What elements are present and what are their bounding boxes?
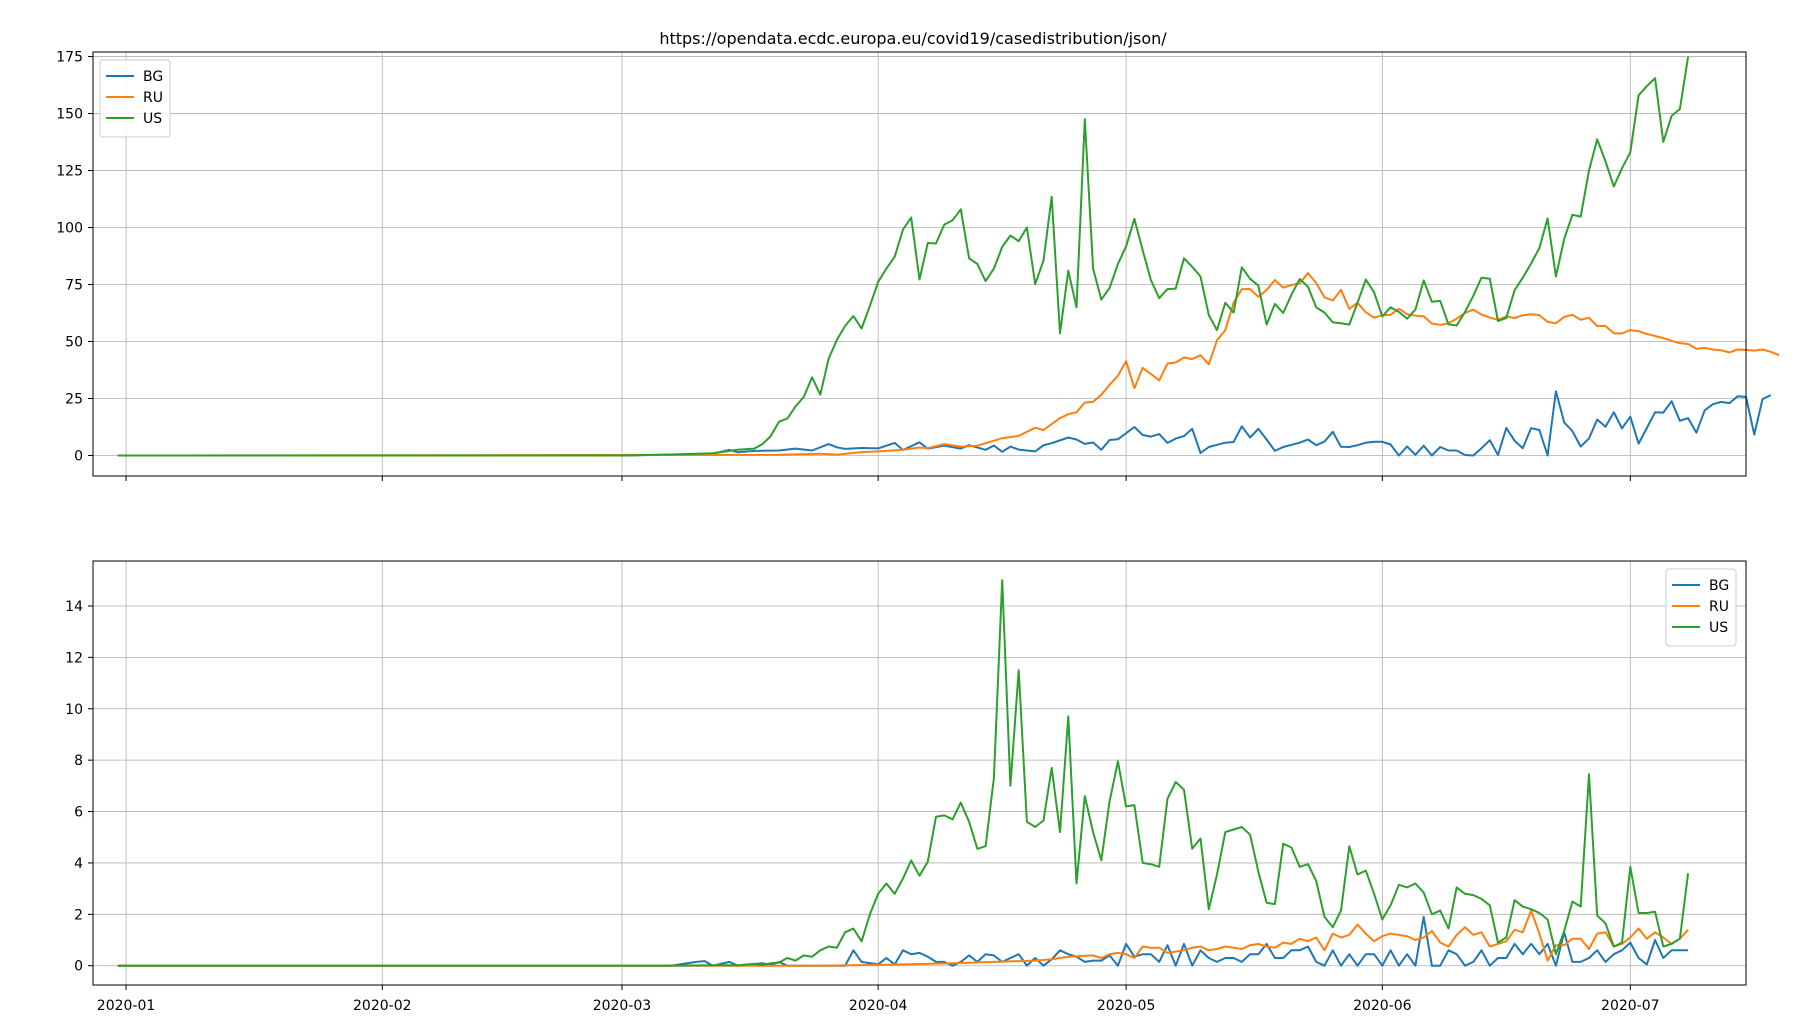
x-tick-label: 2020-01 xyxy=(97,998,156,1014)
series-line-bg xyxy=(117,390,1772,457)
x-tick-label: 2020-05 xyxy=(1097,998,1156,1014)
y-tick-label: 12 xyxy=(65,650,83,666)
y-tick-label: 50 xyxy=(65,335,83,351)
legend-label-us: US xyxy=(1709,620,1728,636)
y-tick-label: 10 xyxy=(65,702,83,718)
x-tick-label: 2020-04 xyxy=(849,998,908,1014)
y-tick-label: 175 xyxy=(56,50,83,66)
series-line-bg xyxy=(117,915,1689,967)
legend: BG RU US xyxy=(99,59,171,138)
bottom-chart: 2020-01 2020-02 2020-03 2020-04 2020-05 2020-… xyxy=(65,560,1747,1014)
y-tick-label: 25 xyxy=(65,391,83,407)
y-tick-label: 0 xyxy=(74,959,83,975)
y-tick-label: 8 xyxy=(74,753,83,769)
y-tick-label: 0 xyxy=(74,448,83,464)
plot-frame xyxy=(92,560,1747,986)
series-line-ru xyxy=(117,909,1689,967)
legend-label-us: US xyxy=(143,111,162,127)
y-tick-label: 150 xyxy=(56,107,83,123)
series-line-us xyxy=(117,56,1690,457)
y-tick-label: 100 xyxy=(56,221,83,237)
x-tick-label: 2020-06 xyxy=(1353,998,1412,1014)
legend-label-bg: BG xyxy=(143,69,163,85)
y-tick-label: 6 xyxy=(74,805,83,821)
y-tick-label: 4 xyxy=(74,856,83,872)
plot-frame xyxy=(92,51,1747,477)
y-tick-label: 14 xyxy=(65,599,83,615)
legend-label-ru: RU xyxy=(143,90,163,106)
y-tick-label: 125 xyxy=(56,164,83,180)
y-tick-label: 2 xyxy=(74,907,83,923)
series-line-us xyxy=(117,579,1690,967)
legend-label-ru: RU xyxy=(1709,599,1729,615)
x-tick-label: 2020-07 xyxy=(1601,998,1660,1014)
y-tick-label: 75 xyxy=(65,278,83,294)
x-tick-label: 2020-03 xyxy=(593,998,652,1014)
series-line-ru xyxy=(117,272,1780,457)
top-chart: 0 25 50 75 100 125 150 175 BG RU US xyxy=(56,50,1780,481)
legend: BG RU US xyxy=(1665,568,1737,647)
chart-title: https://opendata.ecdc.europa.eu/covid19/… xyxy=(659,29,1167,48)
legend-label-bg: BG xyxy=(1709,578,1729,594)
x-tick-label: 2020-02 xyxy=(353,998,412,1014)
